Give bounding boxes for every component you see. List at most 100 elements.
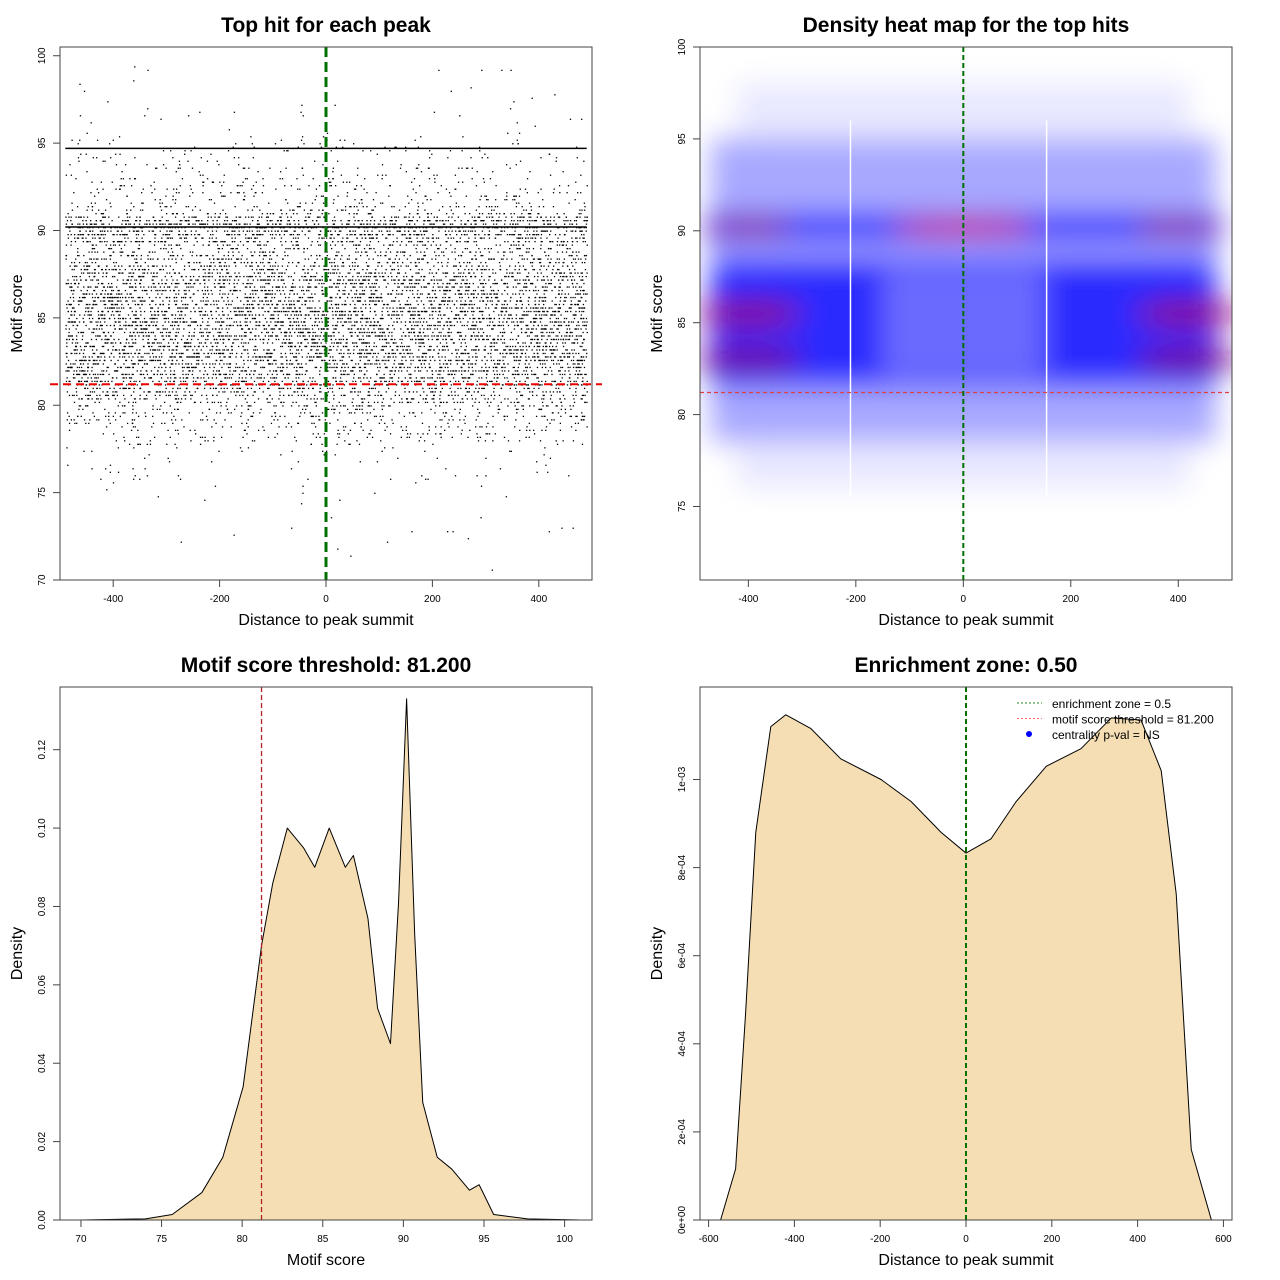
scatter-point — [353, 223, 355, 225]
scatter-point — [257, 171, 259, 173]
scatter-point — [377, 261, 379, 264]
scatter-point — [428, 150, 431, 152]
scatter-point — [137, 240, 139, 243]
scatter-point — [551, 328, 553, 330]
scatter-point — [324, 268, 326, 271]
scatter-point — [443, 254, 445, 257]
scatter-point — [530, 307, 532, 309]
scatter-point — [274, 415, 277, 418]
scatter-point — [360, 380, 362, 383]
scatter-point — [570, 321, 573, 323]
scatter-point — [119, 317, 121, 320]
scatter-point — [170, 370, 172, 372]
scatter-point — [208, 279, 210, 281]
scatter-point — [559, 272, 562, 274]
scatter-point — [459, 296, 461, 299]
scatter-point — [356, 440, 358, 442]
scatter-point — [266, 349, 268, 351]
scatter-point — [396, 310, 398, 313]
scatter-point — [576, 324, 578, 327]
scatter-point — [239, 324, 241, 327]
scatter-point — [343, 321, 346, 323]
scatter-point — [510, 401, 512, 404]
scatter-point — [298, 279, 301, 281]
scatter-point — [486, 359, 488, 362]
scatter-point — [314, 286, 316, 288]
scatter-point — [508, 307, 511, 309]
scatter-point — [369, 223, 371, 225]
scatter-point — [128, 366, 130, 369]
scatter-point — [132, 345, 134, 348]
scatter-point — [338, 233, 340, 236]
scatter-point — [89, 373, 91, 376]
scatter-point — [244, 370, 246, 372]
scatter-point — [149, 359, 151, 362]
scatter-point — [464, 415, 467, 418]
scatter-point — [451, 286, 453, 288]
scatter-point — [565, 324, 567, 327]
scatter-point — [87, 370, 89, 372]
scatter-point — [583, 415, 586, 418]
scatter-point — [521, 314, 523, 316]
scatter-point — [362, 303, 364, 306]
scatter-point — [347, 366, 349, 369]
scatter-point — [401, 338, 403, 341]
scatter-point — [370, 324, 372, 327]
scatter-point — [424, 366, 427, 369]
scatter-point — [439, 314, 442, 316]
scatter-point — [308, 356, 311, 358]
scatter-point — [88, 317, 91, 320]
scatter-point — [171, 391, 174, 393]
scatter-point — [207, 272, 210, 274]
scatter-point — [536, 279, 539, 281]
scatter-point — [345, 380, 348, 383]
scatter-point — [282, 387, 285, 390]
scatter-point — [215, 328, 217, 330]
scatter-point — [559, 391, 561, 393]
scatter-point — [98, 317, 100, 320]
scatter-point — [558, 363, 560, 365]
scatter-point — [245, 331, 247, 334]
scatter-point — [339, 317, 341, 320]
scatter-point — [510, 233, 512, 236]
scatter-point — [119, 272, 121, 274]
scatter-point — [564, 342, 566, 344]
scatter-point — [308, 307, 310, 309]
scatter-point — [203, 352, 205, 355]
scatter-point — [423, 233, 426, 236]
scatter-point — [584, 261, 586, 264]
scatter-point — [394, 391, 397, 393]
scatter-point — [75, 391, 78, 393]
scatter-point — [536, 356, 539, 358]
scatter-point — [175, 213, 178, 215]
scatter-point — [99, 335, 101, 337]
scatter-point — [305, 408, 307, 411]
scatter-point — [409, 233, 412, 236]
scatter-point — [154, 167, 157, 169]
scatter-point — [455, 349, 457, 351]
scatter-point — [214, 265, 216, 267]
scatter-point — [425, 321, 428, 323]
scatter-point — [126, 422, 129, 425]
scatter-point — [281, 356, 284, 358]
scatter-point — [326, 328, 328, 330]
scatter-point — [456, 331, 459, 334]
scatter-point — [158, 380, 160, 383]
scatter-point — [450, 391, 453, 393]
scatter-point — [409, 321, 412, 323]
scatter-point — [524, 240, 527, 243]
scatter-point — [252, 185, 255, 187]
scatter-point — [78, 405, 80, 407]
scatter-point — [121, 230, 123, 232]
scatter-point — [148, 345, 150, 348]
scatter-point — [574, 237, 577, 239]
scatter-point — [247, 352, 249, 355]
scatter-point — [454, 247, 456, 250]
scatter-point — [360, 310, 362, 313]
scatter-point — [480, 268, 482, 271]
scatter-point — [71, 286, 73, 288]
scatter-point — [201, 220, 203, 222]
scatter-point — [522, 342, 524, 344]
scatter-point — [101, 268, 103, 271]
scatter-point — [223, 174, 225, 176]
